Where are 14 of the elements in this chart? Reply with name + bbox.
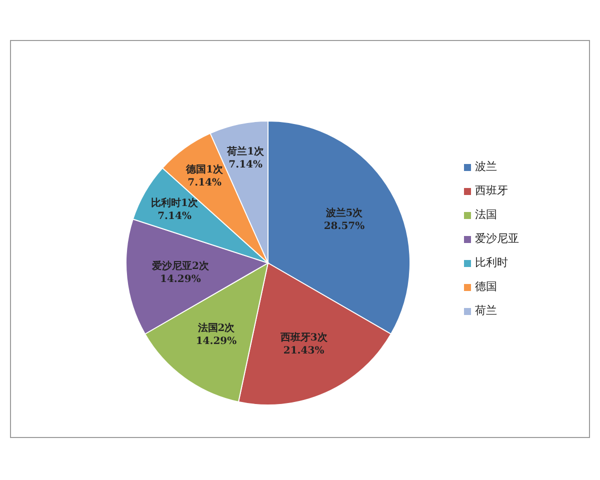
data-label: 爱沙尼亚2次 14.29% [150, 260, 210, 286]
data-label: 西班牙3次 21.43% [279, 331, 328, 356]
legend-label: 比利时 [475, 256, 508, 269]
legend-label: 西班牙 [475, 184, 508, 197]
data-label: 波兰5次 28.57% [324, 206, 366, 232]
legend-label: 德国 [475, 280, 497, 293]
data-label: 比利时1次 7.14% [151, 197, 200, 222]
data-label: 荷兰1次 7.14% [226, 145, 266, 170]
legend-label: 爱沙尼亚 [475, 232, 519, 245]
legend-label: 波兰 [475, 160, 497, 173]
data-label: 德国1次 7.14% [185, 164, 224, 189]
legend-label: 法国 [475, 208, 497, 221]
legend-label: 荷兰 [475, 304, 497, 317]
data-label: 法国2次 14.29% [196, 322, 238, 348]
